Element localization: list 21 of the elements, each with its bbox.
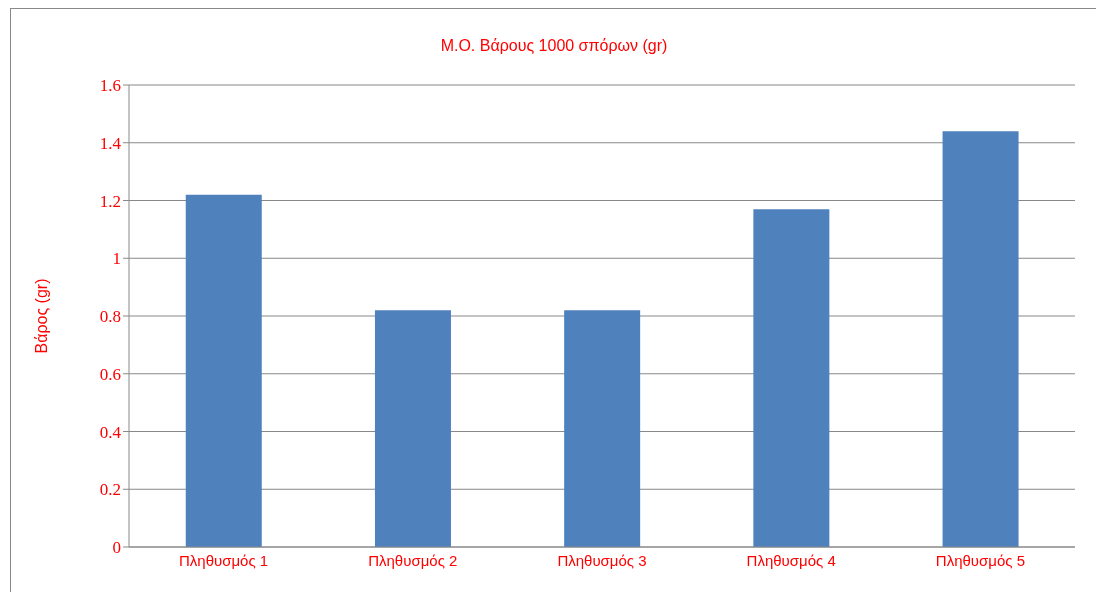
y-tick-label: 1.2 bbox=[99, 191, 121, 211]
y-tick-label: 0.6 bbox=[99, 364, 121, 384]
x-tick-label: Πληθυσμός 3 bbox=[557, 551, 647, 569]
x-tick-label: Πληθυσμός 5 bbox=[935, 551, 1025, 569]
bar bbox=[942, 131, 1019, 547]
y-tick-label: 1.4 bbox=[99, 133, 122, 153]
y-tick-label: 0.4 bbox=[99, 422, 122, 442]
chart-title: Μ.Ο. Βάρους 1000 σπόρων (gr) bbox=[439, 37, 669, 55]
x-tick-label: Πληθυσμός 2 bbox=[368, 551, 458, 569]
y-axis-title: Βάρος (gr) bbox=[32, 278, 50, 354]
y-tick-label: 0.2 bbox=[99, 480, 121, 500]
bar bbox=[753, 209, 830, 547]
x-tick-label: Πληθυσμός 4 bbox=[746, 551, 836, 569]
y-tick-label: 0.8 bbox=[99, 307, 121, 327]
y-tick-label: 0 bbox=[112, 538, 121, 558]
x-tick-label: Πληθυσμός 1 bbox=[179, 551, 269, 569]
bar bbox=[374, 310, 451, 547]
y-tick-label: 1 bbox=[112, 249, 121, 269]
y-tick-label: 1.6 bbox=[99, 76, 121, 96]
bar bbox=[564, 310, 641, 547]
bar bbox=[185, 194, 262, 547]
